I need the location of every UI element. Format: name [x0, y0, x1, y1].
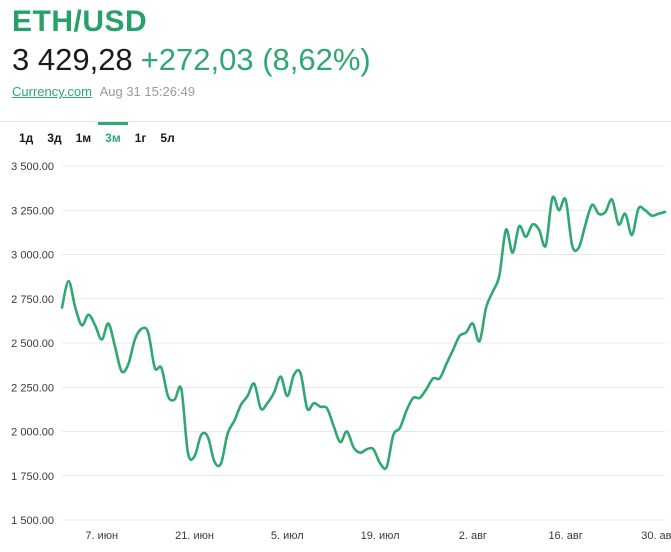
x-tick-label: 5. июл: [271, 530, 304, 542]
x-tick-label: 7. июн: [85, 530, 118, 542]
quote-header: ETH/USD 3 429,28 +272,03 (8,62%) Currency…: [12, 4, 371, 99]
quote-line: 3 429,28 +272,03 (8,62%): [12, 40, 371, 80]
price-chart: 1 500.00 1 750.00 2 000.00 2 250.00 2 500.00…: [11, 161, 671, 542]
tab-range-3[interactable]: 3м: [98, 122, 128, 154]
y-tick-label: 2 000.00: [11, 427, 54, 439]
range-tabs: 1д 3д 1м 3м 1г 5л: [12, 122, 182, 154]
y-tick-label: 2 500.00: [11, 338, 54, 350]
x-tick-label: 2. авг: [459, 530, 487, 542]
quote-meta: Currency.com Aug 31 15:26:49: [12, 84, 371, 99]
y-tick-label: 3 000.00: [11, 250, 54, 262]
tab-range-2[interactable]: 1м: [75, 131, 92, 145]
tab-range-0[interactable]: 1д: [19, 131, 34, 145]
x-tick-label: 21. июн: [175, 530, 214, 542]
source-link[interactable]: Currency.com: [12, 84, 92, 99]
price-change: +272,03 (8,62%): [140, 42, 371, 77]
x-tick-label: 16. авг: [548, 530, 582, 542]
tab-range-1[interactable]: 3д: [47, 131, 62, 145]
currency-pair-title: ETH/USD: [12, 5, 148, 38]
y-tick-label: 1 500.00: [11, 515, 54, 527]
y-tick-label: 2 750.00: [11, 294, 54, 306]
y-tick-label: 1 750.00: [11, 471, 54, 483]
y-tick-label: 3 500.00: [11, 161, 54, 173]
x-tick-label: 30. авг: [641, 530, 671, 542]
x-tick-label: 19. июл: [361, 530, 400, 542]
price-series-line: [60, 195, 667, 471]
y-tick-label: 3 250.00: [11, 205, 54, 217]
quote-timestamp: Aug 31 15:26:49: [99, 84, 195, 99]
y-tick-label: 2 250.00: [11, 382, 54, 394]
tab-range-5[interactable]: 5л: [160, 131, 175, 145]
tab-range-4[interactable]: 1г: [134, 131, 147, 145]
header-divider: [0, 121, 671, 122]
current-price: 3 429,28: [12, 42, 133, 77]
